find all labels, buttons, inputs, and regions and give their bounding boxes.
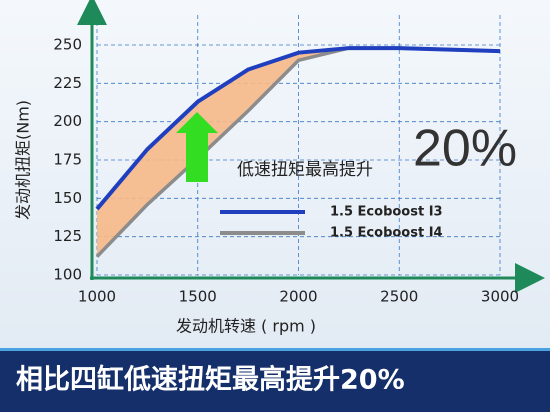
y-tick-label: 250 xyxy=(53,36,82,54)
banner-text: 相比四缸低速扭矩最高提升20% xyxy=(16,364,405,396)
y-axis-label: 发动机扭矩(Nm) xyxy=(14,100,33,220)
x-tick-label: 3000 xyxy=(481,288,519,306)
y-tick-label: 200 xyxy=(53,112,82,130)
series-line xyxy=(95,46,501,211)
legend-label: 1.5 Ecoboost I4 xyxy=(330,226,443,241)
y-tick-label: 150 xyxy=(53,189,82,207)
x-tick-label: 2000 xyxy=(279,288,317,306)
banner-bg xyxy=(0,350,550,412)
x-axis-label: 发动机转速 ( rpm ) xyxy=(176,317,316,336)
gap-area xyxy=(97,48,500,257)
banner-stripe xyxy=(0,348,550,351)
y-tick-label: 125 xyxy=(53,227,82,245)
y-tick-label: 225 xyxy=(53,74,82,92)
y-tick-label: 100 xyxy=(53,266,82,284)
x-tick-label: 1500 xyxy=(179,288,217,306)
annotation: 低速扭矩最高提升 xyxy=(237,160,373,180)
x-tick-label: 2500 xyxy=(380,288,418,306)
y-tick-label: 175 xyxy=(53,151,82,169)
legend-label: 1.5 Ecoboost I3 xyxy=(330,205,443,220)
up-arrow xyxy=(176,112,218,182)
x-tick-label: 1000 xyxy=(78,288,116,306)
annotation-big: 20% xyxy=(413,120,517,178)
